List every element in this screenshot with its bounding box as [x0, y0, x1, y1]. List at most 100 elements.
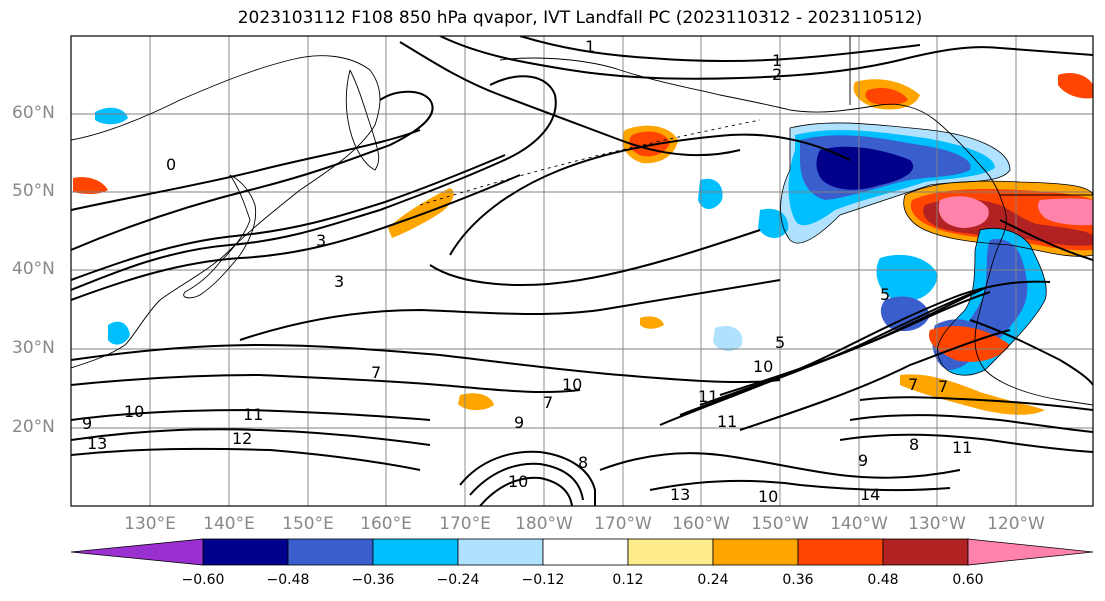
contour-label: 10	[124, 402, 144, 421]
contour-label: 9	[514, 413, 524, 432]
colorbar-tick-label: −0.36	[351, 572, 395, 588]
contour-label: 8	[909, 435, 919, 454]
lon-label-160w: 160°W	[672, 514, 730, 534]
lon-label-140e: 140°E	[203, 514, 255, 534]
contour-line	[739, 329, 1011, 431]
contour-line	[71, 408, 431, 421]
negative-anomaly-kamchatka	[95, 107, 128, 125]
contour-label: 9	[858, 451, 868, 470]
contour-label: 11	[952, 438, 972, 457]
shading-outline	[936, 228, 1047, 376]
colorbar-tick-label: 0.12	[612, 572, 644, 588]
coastline-aleutians	[419, 119, 761, 206]
coastline-alaska	[499, 57, 1093, 406]
colorbar-segment	[372, 538, 459, 566]
contour-line	[849, 414, 1093, 433]
colorbar-tick-label: −0.60	[181, 572, 225, 588]
lon-label-150w: 150°W	[751, 514, 809, 534]
map-title: 2023103112 F108 850 hPa qvapor, IVT Land…	[237, 8, 923, 28]
colorbar-segment	[627, 538, 714, 566]
map-frame	[70, 35, 1094, 507]
positive-anomaly-philippine-sea	[458, 393, 494, 411]
contour-line	[71, 75, 557, 291]
lat-label-60n: 60°N	[12, 103, 55, 123]
colorbar-tick-label: 0.60	[952, 572, 984, 588]
contour-line	[71, 373, 581, 394]
contour-line	[71, 129, 421, 211]
colorbar-tick-label: 0.24	[697, 572, 729, 588]
positive-anomaly-alaska-core	[865, 88, 908, 105]
lat-label-50n: 50°N	[12, 181, 55, 201]
contour-line	[839, 433, 1093, 453]
colorbar-extend-high	[967, 538, 1094, 566]
contour-label: 5	[880, 285, 890, 304]
coastline-kamchatka	[345, 69, 380, 171]
contour-line	[71, 174, 521, 301]
coastline-japan	[183, 174, 257, 299]
negative-anomaly-east-pacific	[876, 254, 938, 302]
contour-line	[719, 291, 991, 396]
contour-label: 3	[316, 231, 326, 250]
positive-anomaly-interior-max	[1037, 198, 1093, 226]
coastlines	[71, 36, 1093, 406]
contour-line	[71, 90, 434, 251]
positive-anomaly-bering-core	[629, 131, 670, 157]
contour-line	[479, 476, 573, 506]
contour-label: 11	[717, 412, 737, 431]
positive-anomaly-subtropical-east	[900, 374, 1045, 415]
contour-label: 0	[166, 155, 176, 174]
contour-line	[449, 133, 851, 256]
contour-line	[71, 343, 781, 384]
negative-anomaly-central-pacific	[698, 178, 723, 209]
contour-label: 9	[82, 414, 92, 433]
contour-lines	[71, 36, 1093, 506]
lon-label-160e: 160°E	[360, 514, 412, 534]
contour-label: 8	[578, 453, 588, 472]
colorbar-segment	[882, 538, 969, 566]
contour-label: 3	[334, 272, 344, 291]
colorbar-segment	[712, 538, 799, 566]
contour-line	[679, 291, 976, 416]
shading-outline	[903, 180, 1093, 257]
contour-labels: 1 2 1 0 3 3 7 5 9 10 11 12 13 10 7 9 8 1…	[82, 37, 972, 506]
colorbar-segment	[457, 538, 544, 566]
contour-label: 7	[543, 393, 553, 412]
contour-label: 7	[908, 375, 918, 394]
contour-label: 10	[508, 472, 528, 491]
contour-label: 11	[698, 387, 718, 406]
lon-label-170w: 170°W	[594, 514, 652, 534]
contour-line	[859, 396, 1093, 411]
contour-label: 7	[371, 363, 381, 382]
contour-label: 7	[938, 377, 948, 396]
contour-label: 13	[87, 434, 107, 453]
positive-anomaly-yukon	[1058, 73, 1093, 99]
contour-line	[399, 41, 741, 157]
negative-anomaly-philippines	[108, 321, 130, 345]
contour-line	[239, 279, 781, 341]
lat-label-40n: 40°N	[12, 259, 55, 279]
shading-outlines	[780, 122, 1093, 376]
lon-label-130w: 130°W	[908, 514, 966, 534]
lon-label-180w: 180°W	[515, 514, 573, 534]
lon-label-120w: 120°W	[987, 514, 1045, 534]
contour-line	[519, 36, 921, 62]
contour-line	[71, 154, 506, 281]
contour-label: 5	[775, 333, 785, 352]
contour-line	[469, 462, 584, 501]
coastline-asia	[71, 55, 381, 369]
colorbar-segment	[797, 538, 884, 566]
contour-line	[969, 319, 1093, 386]
colorbar-extend-low	[70, 538, 204, 566]
contour-label: 14	[860, 485, 880, 504]
positive-anomaly-pacific-northwest-max	[938, 196, 989, 228]
contour-line	[459, 450, 596, 506]
negative-anomaly-gulf-of-alaska-max	[816, 146, 914, 190]
contour-line	[439, 36, 1093, 80]
positive-anomaly-pacific-small	[640, 316, 664, 329]
contour-label: 13	[670, 485, 690, 504]
lon-label-170e: 170°E	[439, 514, 491, 534]
colorbar-segment	[542, 538, 629, 566]
contour-line	[599, 452, 961, 479]
colorbar-tick-label: 0.36	[782, 572, 814, 588]
negative-anomaly-south-central	[713, 325, 743, 352]
